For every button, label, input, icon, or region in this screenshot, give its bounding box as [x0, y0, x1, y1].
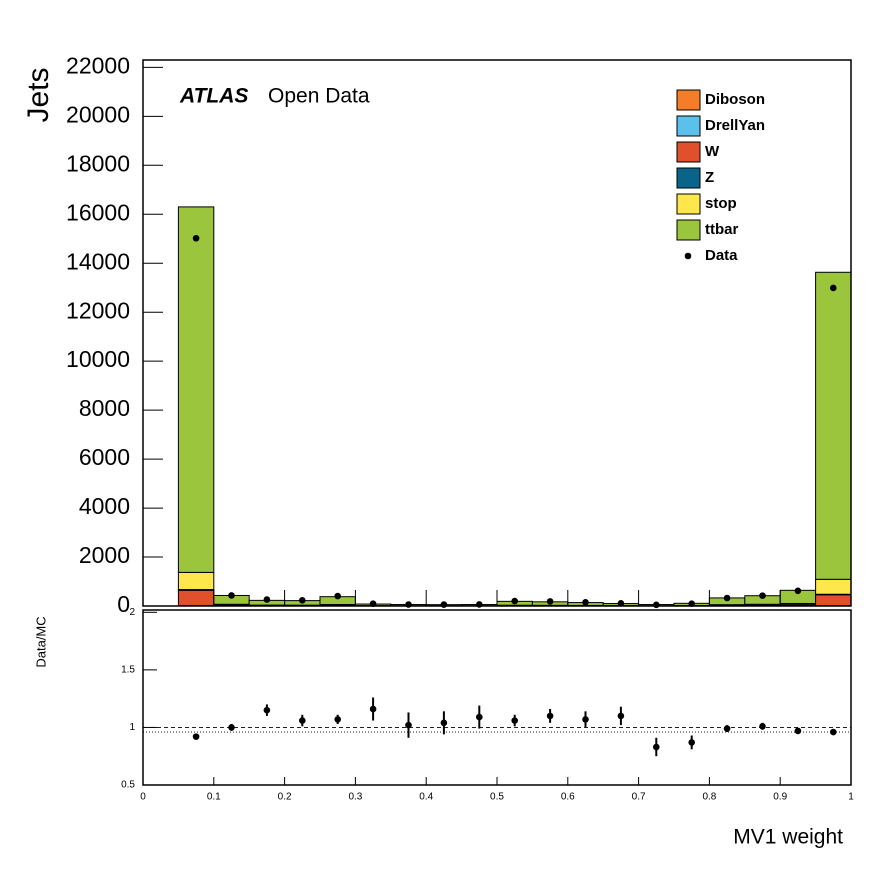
bar-segment [177, 571, 215, 591]
bar-segment [815, 578, 852, 595]
data-point [759, 722, 766, 730]
data-point [299, 717, 306, 724]
data-point [653, 743, 660, 751]
data-point [723, 594, 731, 602]
data-point [192, 234, 200, 242]
plot-frame [142, 59, 852, 607]
y-tick-label: 8000 [79, 395, 130, 421]
y-tick-label: 2000 [79, 542, 130, 568]
data-point [369, 705, 377, 713]
x-tick-label: 0.1 [207, 792, 221, 803]
y-axis-title: Jets [22, 67, 55, 122]
legend-swatch [676, 141, 701, 163]
legend-label: W [705, 143, 720, 160]
x-tick-label: 0.7 [632, 792, 646, 803]
y-tick-label: 0 [117, 591, 130, 617]
y-tick-label: 1.5 [121, 665, 135, 676]
y-tick-label: 22000 [66, 52, 130, 78]
data-point [440, 719, 448, 727]
data-point [653, 601, 660, 609]
data-point [511, 597, 518, 605]
bar-segment [815, 271, 852, 580]
legend-swatch [676, 193, 701, 215]
y-tick-label: 10000 [66, 346, 130, 372]
data-point [617, 600, 625, 607]
x-tick-label: 1 [848, 792, 854, 803]
data-point [546, 712, 554, 720]
legend-label: Diboson [705, 91, 765, 108]
legend-swatch [676, 89, 701, 111]
y-tick-label: 20000 [66, 101, 130, 127]
data-point [759, 592, 766, 599]
legend-marker [684, 252, 692, 260]
x-tick-label: 0.8 [702, 792, 716, 803]
bar-segment [815, 594, 852, 607]
legend-label: ttbar [705, 221, 738, 238]
y-tick-label: 12000 [66, 297, 130, 323]
data-point [299, 596, 306, 604]
atlas-sublabel: Open Data [268, 85, 370, 108]
y-tick-label: 4000 [79, 493, 130, 519]
data-point [405, 721, 412, 729]
data-point [228, 592, 235, 599]
data-point [334, 716, 342, 723]
data-point [405, 601, 412, 608]
y-tick-label: 16000 [66, 199, 130, 225]
legend-swatch [676, 115, 701, 137]
x-axis-title: MV1 weight [733, 826, 843, 849]
legend-label: Data [705, 247, 738, 264]
y-tick-label: 1 [129, 722, 135, 733]
data-point [440, 601, 448, 608]
data-point [263, 706, 271, 714]
y-tick-label: 2 [129, 607, 135, 618]
data-point [228, 724, 235, 731]
plot-frame [142, 609, 852, 786]
data-point [582, 599, 589, 606]
x-tick-label: 0.6 [561, 792, 575, 803]
data-point [688, 739, 695, 746]
x-tick-label: 0 [140, 792, 146, 803]
data-point [794, 727, 802, 735]
legend-label: DrellYan [705, 117, 765, 134]
data-point [794, 587, 802, 595]
x-tick-label: 0.4 [419, 792, 433, 803]
data-point [192, 733, 200, 740]
y-tick-label: 0.5 [121, 780, 135, 791]
data-point [263, 596, 271, 603]
x-tick-label: 0.5 [490, 792, 504, 803]
ratio-y-title: Data/MC [33, 616, 48, 667]
legend-label: Z [705, 169, 714, 186]
data-point [511, 717, 518, 724]
data-point [830, 728, 837, 736]
y-tick-label: 18000 [66, 150, 130, 176]
y-tick-label: 6000 [79, 444, 130, 470]
bar-segment [177, 589, 215, 606]
legend-swatch [676, 167, 701, 189]
x-tick-label: 0.3 [348, 792, 362, 803]
atlas-label: ATLAS [179, 85, 248, 108]
data-point [476, 713, 483, 721]
bar-segment [177, 206, 215, 573]
x-tick-label: 0.2 [278, 792, 292, 803]
data-point [582, 716, 589, 723]
data-point [334, 592, 342, 600]
data-point [830, 284, 837, 292]
legend-label: stop [705, 195, 737, 212]
legend-swatch [676, 219, 701, 241]
data-point [617, 712, 625, 720]
data-point [546, 598, 554, 605]
y-tick-label: 14000 [66, 248, 130, 274]
data-point [723, 725, 731, 732]
x-tick-label: 0.9 [773, 792, 787, 803]
